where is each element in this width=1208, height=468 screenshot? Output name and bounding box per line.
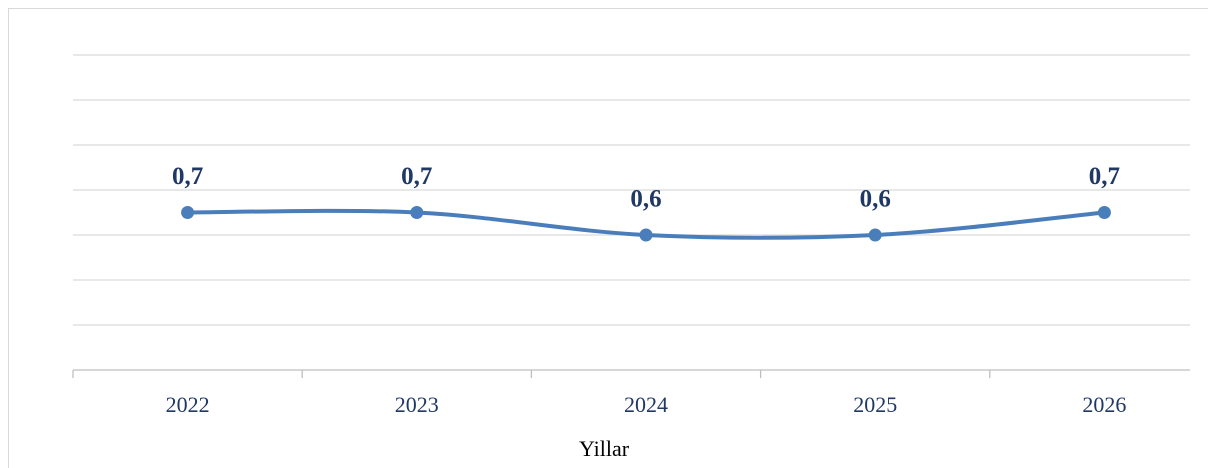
x-tick-label: 2024: [624, 392, 668, 417]
marker: [410, 206, 424, 219]
marker: [639, 228, 653, 242]
marker: [181, 206, 195, 219]
x-axis-title: Yillar: [579, 436, 630, 461]
marker: [868, 228, 882, 242]
data-label: 0,6: [630, 186, 661, 213]
x-tick-label: 2026: [1082, 392, 1126, 417]
x-tick-label: 2023: [395, 392, 439, 417]
data-label: 0,7: [401, 163, 432, 190]
chart-border: [8, 8, 1208, 468]
data-label: 0,7: [172, 163, 203, 190]
x-tick-label: 2022: [166, 392, 210, 417]
data-label: 0,6: [860, 186, 891, 213]
marker: [1097, 206, 1111, 219]
data-label: 0,7: [1089, 163, 1120, 190]
x-tick-label: 2025: [853, 392, 897, 417]
